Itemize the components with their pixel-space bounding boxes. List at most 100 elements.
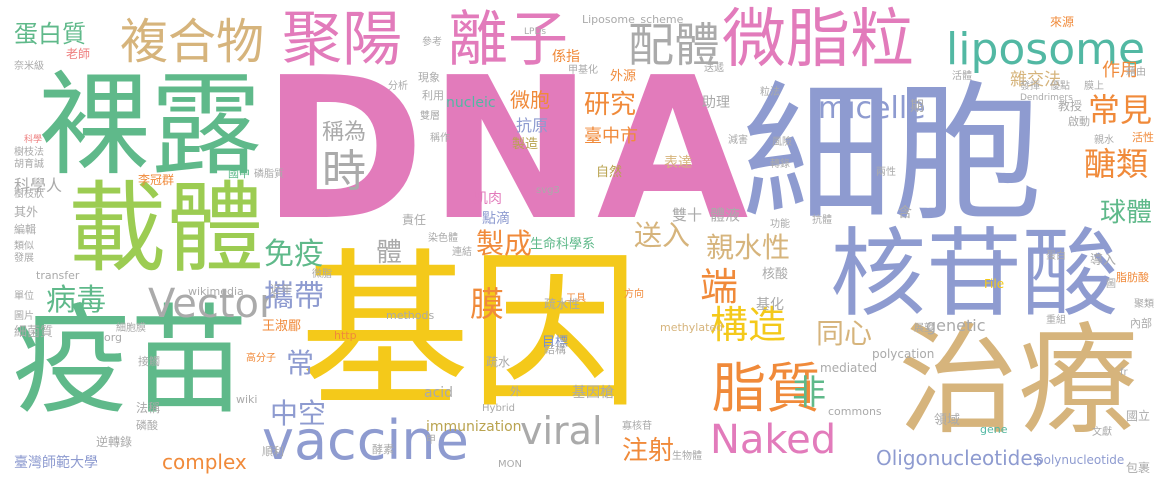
word: 基因 — [300, 234, 641, 432]
word: 外源 — [610, 69, 637, 84]
word: 老師 — [66, 47, 91, 61]
word: 臺灣師範大學 — [14, 455, 98, 471]
word: 近年 — [270, 283, 292, 296]
word: 微胞 — [510, 88, 550, 112]
word: 製成 — [476, 227, 533, 260]
word: 體 — [376, 238, 403, 268]
word: 樹枝法 — [14, 147, 44, 158]
word: acid — [424, 385, 454, 401]
word: 含 — [898, 205, 912, 221]
word: Hybrid — [482, 403, 516, 414]
word: 脂肪酸 — [1116, 271, 1149, 284]
word: 染色體 — [428, 233, 458, 244]
word: 生物體 — [672, 451, 702, 462]
word: 胡育誠 — [14, 159, 44, 170]
word: 重組 — [1046, 315, 1066, 326]
word: 載體 — [68, 172, 265, 286]
word: Dendrimers — [1020, 93, 1073, 103]
word: micelle — [818, 91, 926, 126]
word: 教授 — [1058, 99, 1083, 113]
word: 高分子 — [246, 353, 276, 364]
word: 磷酸 — [136, 419, 158, 432]
word: 導入 — [1090, 253, 1117, 268]
word: complex — [162, 450, 247, 474]
word: vaccine — [262, 409, 469, 472]
word: wiki — [236, 393, 258, 406]
word: 微脂 — [312, 269, 332, 280]
word: 常 — [286, 347, 315, 380]
word: 臺中市 — [584, 126, 638, 147]
word: 奈米級 — [14, 61, 44, 72]
word: 基因槍 — [572, 385, 614, 401]
word: 減害 — [728, 135, 748, 146]
word: 自然 — [596, 165, 623, 180]
word: 啟動 — [1068, 115, 1090, 128]
word: 送遞 — [704, 63, 724, 74]
word: 注射 — [622, 436, 675, 466]
word: commons — [828, 405, 882, 418]
word: 文獻 — [1092, 427, 1112, 438]
word: 結構 — [544, 343, 566, 356]
word: http — [334, 329, 357, 342]
word: 來源 — [1050, 15, 1075, 29]
word: 中空 — [270, 397, 327, 430]
word: 構造 — [710, 303, 787, 347]
word: 蛋白 — [1046, 251, 1066, 262]
word: 順利 — [262, 445, 284, 458]
word: mediated — [820, 361, 878, 375]
word: 單位 — [14, 291, 34, 302]
word: 雙十 — [672, 206, 703, 224]
word: 粒法 — [760, 87, 780, 98]
word: 膜上 — [1084, 81, 1104, 92]
word: 配體 — [628, 18, 720, 72]
word: nucleic — [446, 95, 496, 111]
word: 兩性 — [876, 167, 896, 178]
word: 發展 — [14, 253, 34, 264]
word: 圖 — [1106, 279, 1116, 290]
word: Naked — [710, 417, 837, 463]
word: 期 — [910, 99, 924, 115]
word: 送入 — [634, 219, 691, 252]
word: 核酸 — [762, 267, 789, 282]
word: 甲 — [426, 435, 436, 446]
word: wikimedia — [188, 285, 244, 298]
word: 核苷酸 — [830, 218, 1118, 330]
word: 常見 — [1088, 91, 1153, 129]
word: org — [104, 331, 123, 344]
word: File — [984, 277, 1005, 291]
word: 國中 — [228, 167, 250, 180]
word: DNA — [262, 36, 753, 264]
word: 攜帶 — [264, 279, 324, 314]
word: 活體 — [952, 71, 972, 82]
word: 研究 — [584, 90, 637, 120]
word: 複合物 — [120, 14, 265, 70]
word: MON — [498, 459, 522, 470]
word: 目標 — [542, 335, 569, 350]
word: 免疫 — [264, 237, 324, 272]
word: gene — [980, 423, 1008, 436]
word: 轉錄 — [770, 159, 790, 170]
word: 脂質 — [712, 357, 820, 420]
word: 疏水性 — [544, 297, 581, 311]
word: 領域 — [934, 413, 961, 428]
word: 表達 — [664, 155, 692, 171]
word: 類似 — [14, 241, 34, 252]
word: 樹枝狀 — [14, 189, 44, 200]
word: 膜 — [470, 285, 504, 325]
word: 抗原 — [516, 116, 549, 135]
word: 李冠群 — [138, 173, 175, 187]
word: fr — [1120, 367, 1128, 378]
word: 裸露 — [38, 61, 262, 191]
word: 接觸 — [138, 355, 160, 368]
word: 球體 — [1100, 198, 1153, 228]
word: 微脂粒 — [722, 3, 914, 77]
word: viral — [520, 409, 603, 453]
word: 疫苗 — [12, 292, 249, 430]
word: 甲基化 — [568, 65, 598, 76]
word: 雜交法 — [1010, 70, 1061, 90]
word: 疏水 — [486, 355, 511, 369]
word: 內部 — [1130, 317, 1152, 330]
word: 係指 — [552, 49, 580, 65]
word: 現象 — [418, 71, 440, 84]
word: 優點 — [1050, 81, 1070, 92]
